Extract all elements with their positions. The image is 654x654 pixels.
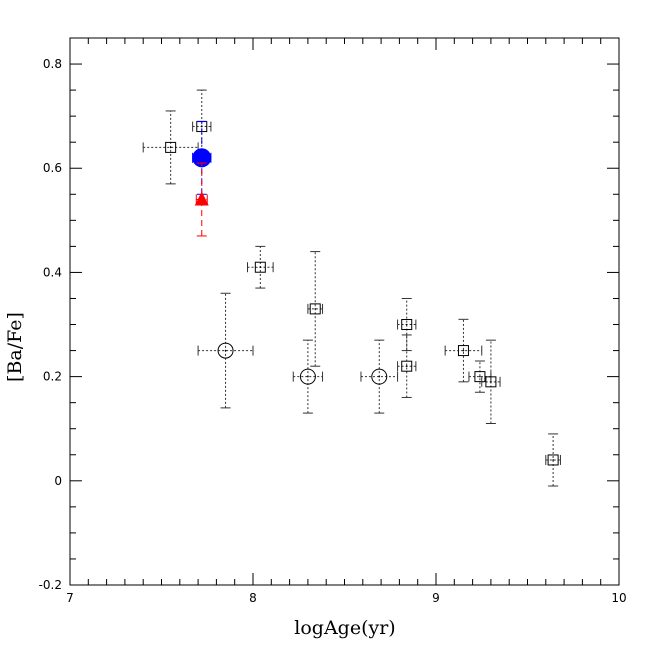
y-tick-label: 0.2 [43,370,62,384]
y-tick-label: 0.6 [43,161,62,175]
y-tick-label: 0.4 [43,265,62,279]
square-marker-dot [405,323,408,326]
square-marker [547,454,559,466]
square-marker-dot [169,146,172,149]
square-marker-dot [314,308,317,310]
x-tick-label: 10 [611,591,626,605]
square-marker-dot [200,125,203,128]
x-tick-label: 8 [249,591,257,605]
square-marker [485,376,497,388]
red-triangle-marker [194,191,209,206]
square-marker-dot [479,375,481,378]
x-tick-label: 9 [432,591,440,605]
square-marker-dot [552,459,554,461]
plot-area: 7 8 9 10 -0.2 0 0.2 0.4 0.6 0.8 [39,37,627,605]
square-marker-dot [462,349,465,352]
square-marker [401,360,413,372]
circle-marker-dot [224,349,227,352]
x-axis-label: logAge(yr) [294,617,395,639]
circle-marker-dot [378,375,381,378]
circle-marker [299,368,316,385]
square-marker [165,141,177,153]
square-marker [254,261,266,273]
y-tick-label: -0.2 [39,578,62,592]
y-axis-label: [Ba/Fe] [4,312,26,382]
square-marker [474,371,486,383]
x-tick-label: 7 [66,591,74,605]
square-marker-dot [405,365,408,368]
square-marker [309,303,321,315]
circle-marker-dot [307,375,309,378]
y-tick-label: 0.8 [43,57,62,71]
circle-marker [371,368,388,385]
square-marker-dot [259,266,262,269]
square-marker [401,319,413,331]
y-tick-label: 0 [54,474,62,488]
square-marker [457,345,469,357]
square-marker-dot [490,381,492,383]
circle-marker [217,342,234,359]
